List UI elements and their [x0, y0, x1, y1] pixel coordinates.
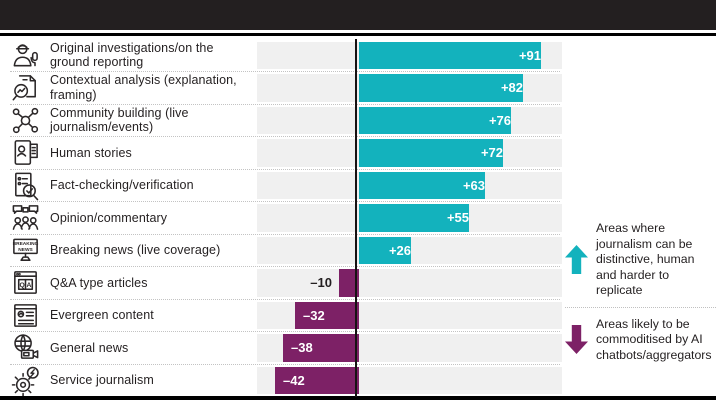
chart-row: Contextual analysis (explanation, framin… [0, 72, 562, 105]
category-label: Community building (live journalism/even… [50, 105, 189, 135]
bar-cell: +26 [257, 234, 562, 267]
opinion-commentary-icon [0, 202, 50, 233]
positive-value-bar [359, 41, 541, 69]
value-label: +82 [500, 80, 523, 96]
bar-cell: –32 [257, 299, 562, 332]
bar-track [257, 269, 562, 297]
chart-row: Fact-checking/verification +63 [0, 169, 562, 202]
bar-cell: –10 [257, 267, 562, 300]
reporter-icon [0, 40, 50, 71]
category-label: Contextual analysis (explanation, framin… [50, 73, 237, 102]
up-arrow-icon [565, 245, 588, 275]
positive-value-bar [359, 171, 485, 199]
bottom-rule [0, 396, 716, 400]
positive-value-bar [359, 74, 523, 102]
positive-value-bar [359, 236, 411, 264]
bar-cell: –42 [257, 364, 562, 397]
bar-cell: +76 [257, 104, 562, 137]
category-label: Evergreen content [50, 308, 154, 322]
value-label: +91 [518, 47, 541, 63]
chart-row: Community building (live journalism/even… [0, 104, 562, 137]
bar-cell: +82 [257, 72, 562, 105]
value-label: –42 [283, 372, 305, 388]
chart-rows: Original investigations/on the ground re… [0, 39, 562, 397]
legend-entry-positive: Areas where journalism can be distinctiv… [565, 221, 716, 299]
bar-cell: +63 [257, 169, 562, 202]
category-label: Human stories [50, 145, 132, 160]
header-bar [0, 0, 716, 30]
bar-cell: +55 [257, 202, 562, 235]
category-label: Breaking news (live coverage) [50, 243, 221, 257]
legend-separator [565, 306, 716, 308]
legend-text: Areas where journalism can be distinctiv… [596, 221, 695, 297]
category-label: General news [50, 340, 129, 355]
value-label: +55 [446, 210, 469, 226]
down-arrow-icon [565, 325, 588, 355]
category-label: Original investigations/on the ground re… [50, 40, 214, 70]
bar-cell: +72 [257, 137, 562, 170]
positive-value-bar [359, 139, 503, 167]
category-label: Service journalism [50, 373, 154, 387]
fact-checking-icon [0, 170, 50, 201]
legend: Areas where journalism can be distinctiv… [565, 221, 716, 363]
zero-axis-line [355, 39, 357, 397]
chart-row: Opinion/commentary +55 [0, 202, 562, 235]
value-label: –38 [291, 340, 313, 356]
bar-cell: +91 [257, 39, 562, 72]
legend-text: Areas likely to be commoditised by AI ch… [596, 316, 712, 362]
svg-text:NEWS: NEWS [18, 247, 33, 253]
value-label: –32 [303, 307, 325, 323]
document-analysis-icon [0, 72, 50, 103]
svg-text:A: A [26, 282, 31, 289]
negative-value-bar [275, 366, 359, 394]
chart-row: BREAKING NEWS Breaking news (live coverage… [0, 234, 562, 267]
category-label: Q&A type articles [50, 275, 148, 290]
value-label: +76 [488, 112, 511, 128]
svg-text:Q: Q [19, 282, 24, 289]
positive-value-bar [359, 106, 511, 134]
service-journalism-icon [0, 365, 50, 396]
chart-row: Original investigations/on the ground re… [0, 39, 562, 72]
chart-row: General news –38 [0, 332, 562, 365]
breaking-news-icon: BREAKING NEWS [0, 235, 50, 266]
positive-value-bar [359, 204, 469, 232]
value-label: +63 [462, 177, 485, 193]
svg-text:BREAKING: BREAKING [12, 241, 38, 247]
legend-entry-negative: Areas likely to be commoditised by AI ch… [565, 317, 716, 364]
evergreen-content-icon [0, 300, 50, 331]
category-label: Fact-checking/verification [50, 178, 194, 192]
negative-value-bar [283, 334, 359, 362]
community-network-icon [0, 105, 50, 136]
negative-value-bar [339, 269, 359, 297]
chart-row: Human stories +72 [0, 137, 562, 170]
human-stories-icon [0, 137, 50, 168]
chart-row: Evergreen content –32 [0, 299, 562, 332]
value-label: +72 [480, 145, 503, 161]
value-label: +26 [388, 242, 411, 258]
chart-row: Q A Q&A type articles –10 [0, 267, 562, 300]
chart-row: Service journalism –42 [0, 364, 562, 397]
value-label: –10 [310, 275, 332, 291]
header-rule [0, 32, 716, 36]
negative-value-bar [295, 301, 359, 329]
bar-cell: –38 [257, 332, 562, 365]
general-news-icon [0, 332, 50, 363]
category-label: Opinion/commentary [50, 210, 168, 225]
